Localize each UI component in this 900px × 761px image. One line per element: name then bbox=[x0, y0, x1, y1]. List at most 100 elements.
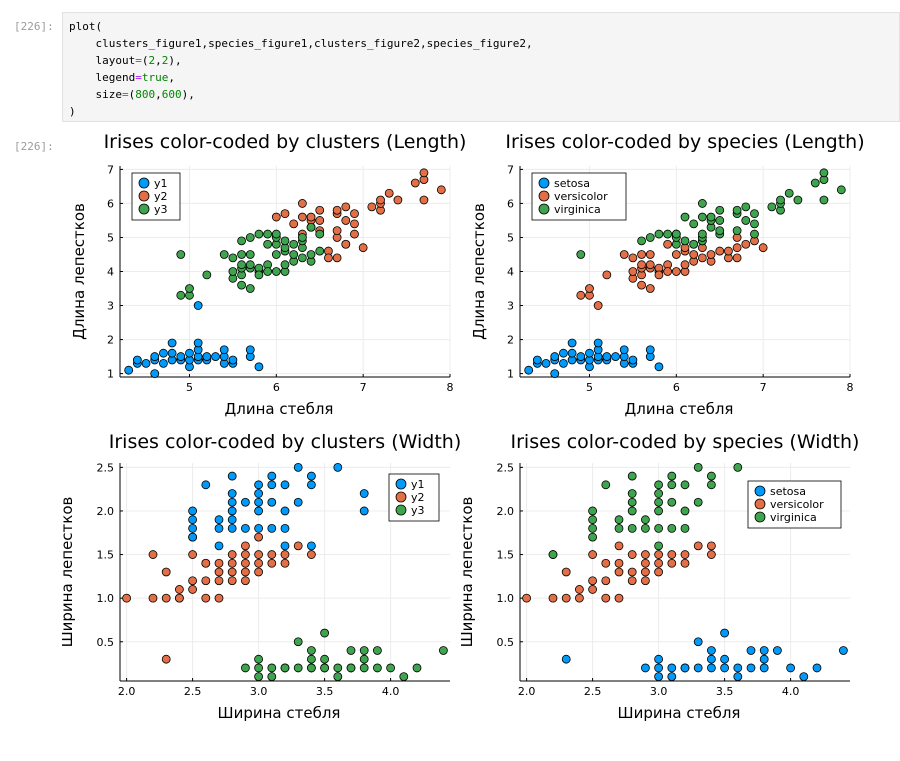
code-token: legend bbox=[69, 71, 136, 84]
input-prompt: [226]: bbox=[14, 20, 54, 33]
data-point-y1 bbox=[280, 523, 290, 533]
data-point-setosa bbox=[532, 355, 542, 365]
code-line-3: layout=(2,2), bbox=[69, 54, 181, 67]
data-point-y1 bbox=[293, 497, 303, 507]
data-point-y2 bbox=[341, 202, 351, 212]
y-tick-label: 3 bbox=[107, 300, 114, 313]
legend-marker bbox=[138, 177, 150, 189]
data-point-versicolor bbox=[671, 267, 681, 276]
data-point-virginica bbox=[548, 550, 558, 559]
data-point-y2 bbox=[384, 188, 394, 198]
data-point-y1 bbox=[150, 352, 160, 361]
x-tick-label: 3.0 bbox=[250, 685, 268, 698]
data-point-y1 bbox=[254, 497, 264, 507]
data-point-versicolor bbox=[614, 541, 624, 551]
data-point-y1 bbox=[293, 462, 303, 472]
data-point-versicolor bbox=[667, 550, 677, 559]
data-point-virginica bbox=[654, 229, 664, 239]
data-point-y3 bbox=[237, 260, 246, 270]
legend-marker bbox=[395, 478, 407, 490]
data-point-versicolor bbox=[707, 541, 716, 551]
data-point-y2 bbox=[161, 654, 171, 664]
data-point-y2 bbox=[161, 593, 171, 603]
data-point-virginica bbox=[715, 226, 725, 236]
data-point-y3 bbox=[320, 628, 330, 638]
code-cell[interactable]: plot( clusters_figure1,species_figure1,c… bbox=[62, 12, 900, 122]
data-point-versicolor bbox=[593, 301, 603, 310]
x-tick-label: 3.5 bbox=[316, 685, 334, 698]
y-tick-label: 3 bbox=[507, 300, 514, 313]
x-tick-label: 2.5 bbox=[584, 685, 602, 698]
data-point-y1 bbox=[254, 489, 264, 498]
data-point-y2 bbox=[240, 550, 250, 559]
data-point-virginica bbox=[588, 532, 597, 542]
data-point-y1 bbox=[359, 489, 369, 498]
data-point-y2 bbox=[332, 226, 342, 236]
data-point-setosa bbox=[654, 362, 664, 372]
x-tick-label: 8 bbox=[847, 381, 854, 394]
y-tick-label: 6 bbox=[507, 197, 514, 210]
data-point-setosa bbox=[559, 358, 568, 368]
data-point-versicolor bbox=[654, 270, 664, 280]
data-point-y2 bbox=[214, 593, 224, 603]
data-point-setosa bbox=[720, 654, 729, 664]
data-point-y3 bbox=[289, 250, 299, 259]
code-token: ( bbox=[141, 54, 149, 67]
data-point-setosa bbox=[693, 663, 703, 673]
data-point-y1 bbox=[280, 480, 290, 490]
data-point-versicolor bbox=[601, 593, 611, 603]
code-number: 600 bbox=[161, 88, 182, 101]
data-point-versicolor bbox=[697, 253, 707, 263]
x-tick-label: 7 bbox=[360, 381, 367, 394]
y-axis-label: Длина лепестков bbox=[70, 203, 88, 340]
data-point-y1 bbox=[227, 515, 237, 525]
data-point-y1 bbox=[359, 506, 369, 516]
code-line-6: ) bbox=[69, 105, 76, 118]
data-point-virginica bbox=[588, 506, 597, 516]
data-point-y3 bbox=[320, 654, 330, 664]
data-point-versicolor bbox=[654, 558, 663, 568]
data-point-virginica bbox=[819, 195, 829, 205]
x-tick-label: 2.0 bbox=[118, 685, 136, 698]
data-point-virginica bbox=[614, 515, 624, 525]
data-point-versicolor bbox=[663, 267, 673, 276]
x-tick-label: 4.0 bbox=[782, 685, 800, 698]
data-point-setosa bbox=[759, 654, 769, 664]
data-point-virginica bbox=[627, 471, 637, 481]
data-point-y3 bbox=[185, 284, 194, 293]
x-tick-label: 3.5 bbox=[716, 685, 734, 698]
data-point-versicolor bbox=[641, 567, 650, 577]
data-point-versicolor bbox=[706, 250, 716, 259]
data-point-y2 bbox=[240, 567, 250, 577]
data-point-y3 bbox=[245, 233, 255, 242]
data-point-versicolor bbox=[663, 239, 673, 249]
data-point-y3 bbox=[346, 646, 356, 655]
data-point-versicolor bbox=[637, 280, 646, 290]
data-point-setosa bbox=[799, 672, 809, 682]
data-point-virginica bbox=[741, 202, 751, 212]
data-point-versicolor bbox=[680, 260, 690, 270]
chart-title: Irises color-coded by species (Length) bbox=[505, 131, 864, 153]
legend-label: y2 bbox=[154, 190, 168, 203]
x-tick-label: 2.0 bbox=[518, 685, 536, 698]
data-point-virginica bbox=[793, 195, 803, 205]
x-tick-label: 6 bbox=[673, 381, 680, 394]
data-point-y3 bbox=[271, 229, 281, 239]
data-point-y3 bbox=[237, 236, 246, 246]
data-point-y3 bbox=[219, 250, 229, 259]
legend-marker bbox=[754, 485, 766, 497]
data-point-y2 bbox=[315, 205, 325, 215]
data-point-setosa bbox=[707, 654, 716, 664]
data-point-y3 bbox=[228, 267, 238, 276]
data-point-setosa bbox=[585, 348, 594, 358]
data-point-versicolor bbox=[645, 260, 655, 270]
data-point-y2 bbox=[341, 216, 351, 225]
data-point-versicolor bbox=[741, 239, 751, 249]
data-point-y2 bbox=[214, 558, 224, 568]
data-point-setosa bbox=[733, 663, 743, 673]
data-point-y1 bbox=[188, 506, 198, 516]
code-token: size bbox=[69, 88, 122, 101]
data-point-virginica bbox=[819, 168, 829, 178]
data-point-y2 bbox=[280, 558, 290, 568]
data-point-y2 bbox=[227, 567, 237, 577]
